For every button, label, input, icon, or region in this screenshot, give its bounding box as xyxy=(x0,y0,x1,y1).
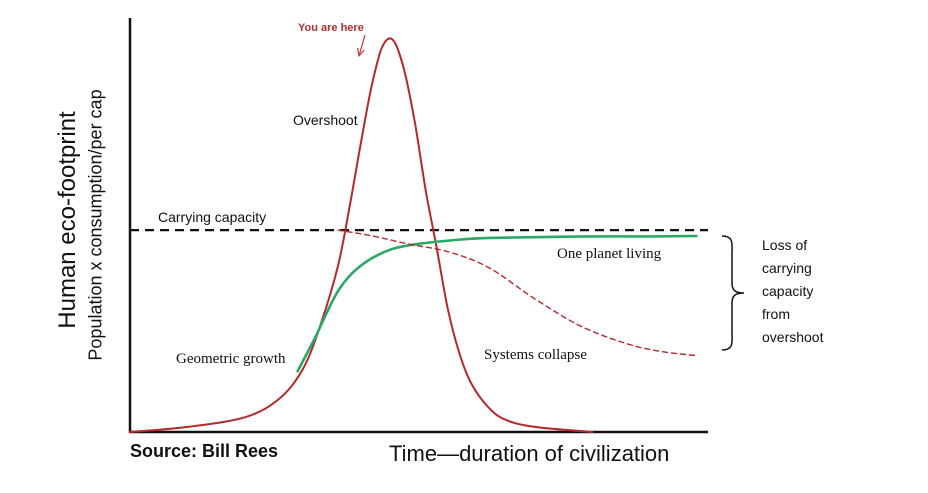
loss-note-line: from xyxy=(762,306,790,322)
y-axis-label: Human eco-footprint xyxy=(54,111,81,329)
x-axis-label: Time—duration of civilization xyxy=(389,441,670,466)
y-axis-sublabel: Population x consumption/per cap xyxy=(85,89,106,361)
you-are-here-arrowhead xyxy=(357,47,365,58)
loss-note-line: Loss of xyxy=(762,237,808,253)
overshoot-label: Overshoot xyxy=(293,112,358,128)
overshoot-curve xyxy=(129,37,594,433)
you-are-here-label: You are here xyxy=(298,22,364,34)
one-planet-curve xyxy=(296,234,698,373)
loss-brace xyxy=(721,235,745,351)
source-label: Source: Bill Rees xyxy=(130,441,279,461)
plot-marks xyxy=(128,18,745,434)
loss-note-line: carrying xyxy=(762,260,812,276)
loss-note-line: overshoot xyxy=(762,329,824,345)
you-are-here-arrow xyxy=(358,34,366,57)
systems-collapse-label: Systems collapse xyxy=(484,347,587,363)
loss-of-capacity-note: Loss of carrying capacity from overshoot xyxy=(762,234,823,349)
collapse-projection-curve xyxy=(337,229,698,357)
carrying-capacity-label: Carrying capacity xyxy=(158,209,267,225)
one-planet-living-label: One planet living xyxy=(557,246,662,262)
loss-note-line: capacity xyxy=(762,283,814,299)
geometric-growth-label: Geometric growth xyxy=(176,351,286,367)
